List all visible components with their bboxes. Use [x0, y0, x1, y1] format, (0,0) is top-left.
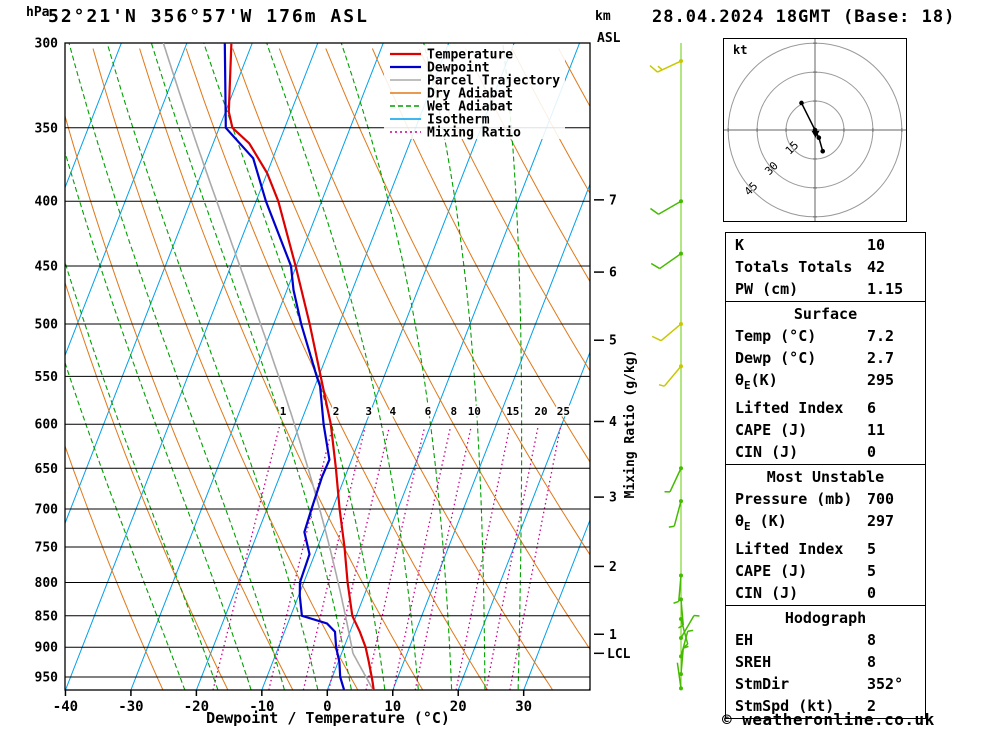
svg-text:4: 4 [389, 405, 396, 418]
svg-text:8: 8 [450, 405, 457, 418]
svg-text:-30: -30 [118, 699, 143, 715]
thetae-label: θE (K) [735, 512, 787, 533]
dry-adiabat-lines [65, 48, 590, 690]
temperature-curve [227, 43, 375, 690]
svg-text:5: 5 [609, 334, 617, 349]
table-row: CIN (J) 0 [735, 584, 877, 602]
svg-text:LCL: LCL [607, 647, 631, 662]
table-row: CIN (J) 0 [735, 443, 877, 461]
km-axis-unit-label: km [595, 9, 611, 24]
svg-text:20: 20 [534, 405, 547, 418]
surface-table-title: Surface [793, 305, 858, 323]
indices-table: K 10 Totals Totals 42 PW (cm) 1.15 [725, 232, 926, 302]
svg-text:Dewpoint: Dewpoint [427, 61, 490, 76]
svg-text:10: 10 [468, 405, 481, 418]
svg-text:0: 0 [323, 699, 331, 715]
svg-text:Isotherm: Isotherm [427, 113, 490, 128]
station-title: 52°21'N 356°57'W 176m ASL [48, 6, 369, 27]
wind-barbs [649, 43, 700, 691]
svg-text:3: 3 [365, 405, 372, 418]
svg-text:-10: -10 [249, 699, 274, 715]
mixing-ratio-lines [212, 426, 562, 690]
table-row: CAPE (J) 5 [735, 562, 877, 580]
km-axis-asl-label: ASL [597, 31, 621, 46]
table-row: PW (cm) 1.15 [735, 280, 904, 298]
table-row: Lifted Index 5 [735, 540, 877, 558]
svg-text:20: 20 [450, 699, 467, 715]
svg-text:650: 650 [35, 462, 59, 477]
surface-table: Surface Temp (°C) 7.2 Dewp (°C) 2.7 θE(K) 2… [725, 301, 926, 465]
svg-text:350: 350 [35, 121, 59, 136]
svg-text:30: 30 [515, 699, 532, 715]
svg-text:3: 3 [609, 491, 617, 506]
svg-text:950: 950 [35, 670, 59, 685]
svg-text:550: 550 [35, 370, 59, 385]
svg-text:25: 25 [557, 405, 570, 418]
svg-text:800: 800 [35, 576, 59, 591]
svg-text:850: 850 [35, 609, 59, 624]
mixing-ratio-axis-label: Mixing Ratio (g/kg) [623, 350, 638, 499]
table-row: Totals Totals 42 [735, 258, 886, 276]
svg-text:6: 6 [425, 405, 432, 418]
hodograph-table-title: Hodograph [784, 609, 867, 627]
most-unstable-title: Most Unstable [766, 468, 885, 486]
parcel-trajectory-curve [162, 43, 375, 690]
svg-text:400: 400 [35, 195, 59, 210]
svg-text:600: 600 [35, 418, 59, 433]
table-row: Temp (°C) 7.2 [735, 327, 895, 345]
svg-text:2: 2 [333, 405, 340, 418]
dewpoint-curve [223, 43, 346, 690]
svg-text:-20: -20 [184, 699, 209, 715]
table-row: StmDir 352° [735, 675, 904, 693]
svg-text:Mixing Ratio: Mixing Ratio [427, 126, 521, 141]
svg-text:Wet Adiabat: Wet Adiabat [427, 100, 513, 115]
svg-text:500: 500 [35, 317, 59, 332]
copyright: © weatheronline.co.uk [722, 710, 935, 729]
svg-text:15: 15 [506, 405, 519, 418]
svg-text:kt: kt [733, 43, 747, 57]
pressure-axis-unit: hPa [26, 5, 50, 20]
svg-text:900: 900 [35, 641, 59, 656]
table-row-thetae: θE (K) 297 [726, 510, 925, 538]
most-unstable-table: Most Unstable Pressure (mb) 700 θE (K) 297… [725, 464, 926, 606]
thetae-label: θE(K) [735, 371, 778, 392]
table-row: StmSpd (kt) 2 [735, 697, 877, 715]
svg-text:Parcel Trajectory: Parcel Trajectory [427, 74, 560, 89]
temp-axis-caption: Dewpoint / Temperature (°C) [206, 709, 450, 727]
run-datetime: 28.04.2024 18GMT (Base: 18) [652, 7, 956, 27]
svg-text:6: 6 [609, 266, 617, 281]
indices-panel: K 10 Totals Totals 42 PW (cm) 1.15 Surface … [725, 232, 926, 719]
svg-text:7: 7 [609, 193, 617, 208]
svg-text:-40: -40 [53, 699, 78, 715]
km-axis: 7 6 5 4 3 2 1 LCL [594, 193, 631, 662]
table-row: Lifted Index 6 [735, 399, 877, 417]
svg-text:Dry Adiabat: Dry Adiabat [427, 87, 513, 102]
table-row: CAPE (J) 11 [735, 421, 886, 439]
svg-text:750: 750 [35, 540, 59, 555]
table-row: SREH 8 [735, 653, 877, 671]
temp-axis-ticks: -40 -30 -20 -10 0 10 20 30 [53, 690, 532, 715]
svg-text:10: 10 [384, 699, 401, 715]
sounding-curves [162, 43, 375, 690]
svg-text:450: 450 [35, 260, 59, 275]
table-row: K 10 [735, 236, 886, 254]
svg-text:700: 700 [35, 503, 59, 518]
svg-text:4: 4 [609, 415, 617, 430]
table-row-thetae: θE(K) 295 [726, 369, 925, 397]
isotherm-lines [65, 43, 590, 690]
table-row: EH 8 [735, 631, 877, 649]
svg-text:2: 2 [609, 560, 617, 575]
svg-text:300: 300 [35, 37, 59, 52]
mixing-ratio-labels: 1 2 3 4 6 8 10 15 20 25 [278, 404, 571, 420]
svg-text:1: 1 [609, 628, 617, 643]
table-row: Pressure (mb) 700 [735, 490, 895, 508]
svg-text:1: 1 [280, 405, 287, 418]
hodograph-table: Hodograph EH 8 SREH 8 StmDir 352° StmSpd (k… [725, 605, 926, 719]
table-row: Dewp (°C) 2.7 [735, 349, 895, 367]
svg-text:Temperature: Temperature [427, 48, 513, 63]
